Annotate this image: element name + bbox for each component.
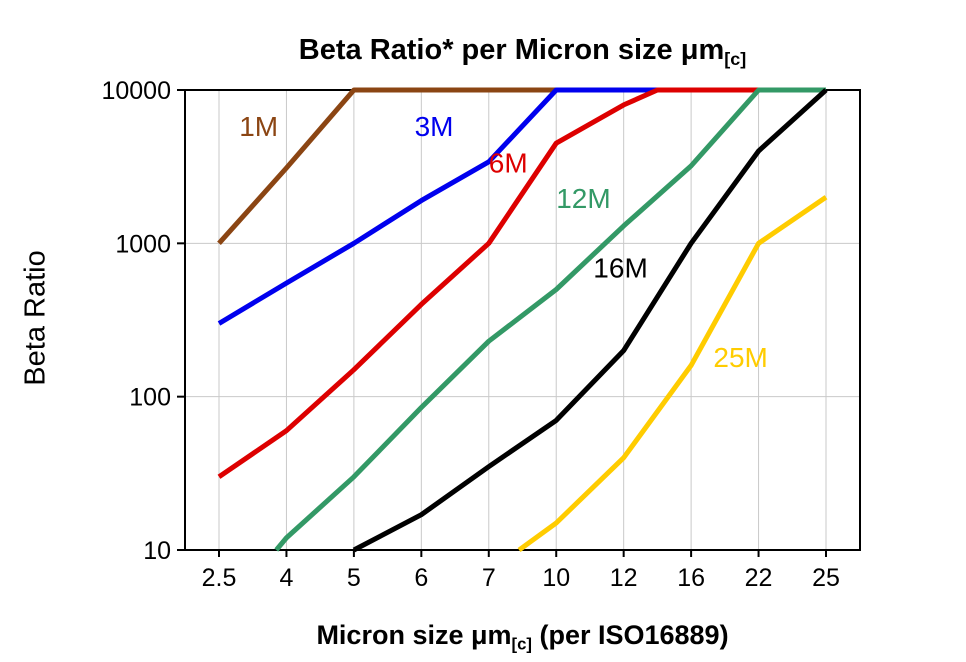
x-tick-label: 4 [279, 564, 293, 592]
series-line-1M [217, 87, 557, 245]
series-label-16M: 16M [593, 252, 647, 283]
x-tick-label: 25 [812, 564, 840, 592]
series-label-12M: 12M [556, 183, 610, 214]
series-line-6M [217, 87, 759, 479]
y-tick-label: 10 [143, 537, 171, 565]
chart-title: Beta Ratio* per Micron size μm[c] [185, 34, 860, 70]
x-tick-label: 22 [745, 564, 773, 592]
series-label-3M: 3M [415, 111, 454, 142]
x-axis-title-mu: μm [470, 620, 512, 650]
chart-title-mu: μm [680, 34, 725, 66]
y-axis: 10 100 1000 10000 [101, 77, 185, 565]
series-label-25M: 25M [713, 342, 767, 373]
x-axis-title-suffix: (per ISO16889) [531, 620, 729, 650]
y-tick-label: 100 [129, 384, 171, 412]
x-axis-title-subscript: [c] [511, 634, 532, 654]
y-tick-label: 10000 [101, 77, 171, 105]
x-axis: 2.5 4 5 6 7 10 12 16 22 25 [202, 550, 840, 592]
x-axis-title: Micron size μm[c] (per ISO16889) [185, 620, 860, 654]
series-line-16M [352, 88, 828, 553]
y-tick-label: 1000 [115, 230, 171, 258]
chart-title-subscript: [c] [724, 48, 747, 69]
series-line-25M [517, 195, 828, 553]
x-axis-title-text: Micron size [316, 620, 471, 650]
x-tick-label: 16 [677, 564, 705, 592]
y-axis-title: Beta Ratio [20, 250, 53, 385]
x-tick-label: 7 [482, 564, 496, 592]
x-tick-label: 10 [542, 564, 570, 592]
series-label-6M: 6M [489, 147, 528, 178]
x-tick-label: 12 [610, 564, 638, 592]
x-tick-label: 2.5 [202, 564, 237, 592]
x-tick-label: 5 [347, 564, 361, 592]
y-axis-title-text: Beta Ratio [19, 250, 52, 386]
series-line-12M [274, 87, 826, 552]
series-line-3M [217, 87, 692, 326]
chart-title-text: Beta Ratio* per Micron size [298, 34, 681, 66]
series-label-1M: 1M [239, 111, 278, 142]
x-tick-label: 6 [414, 564, 428, 592]
